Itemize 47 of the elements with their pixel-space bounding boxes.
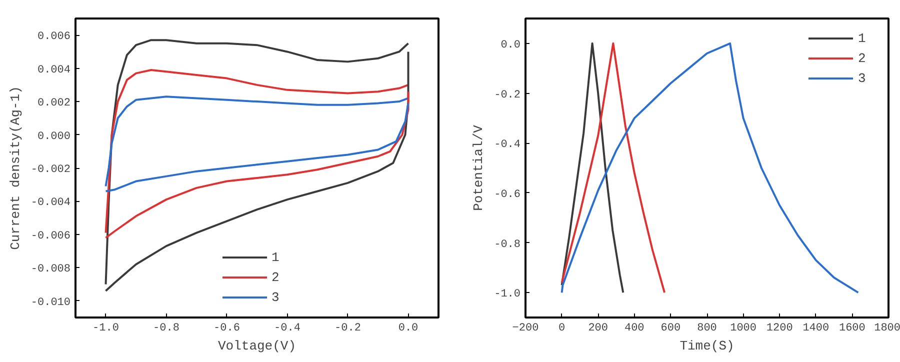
y-axis-title: Current density(Ag-1): [8, 86, 23, 250]
y-tick-label: 0.0: [500, 39, 521, 52]
x-tick-label: -0.8: [153, 322, 180, 334]
x-axis-title: Time(S): [680, 338, 734, 354]
x-tick-label: -0.4: [274, 322, 301, 334]
x-axis-title: Voltage(V): [218, 338, 296, 354]
x-tick-label: 200: [588, 322, 608, 334]
y-tick-label: -0.006: [30, 230, 71, 242]
x-tick-label: 600: [660, 322, 681, 334]
y-tick-label: -0.008: [30, 264, 71, 276]
line-series: [104, 90, 410, 239]
y-tick-label: -0.2: [494, 89, 520, 102]
legend-label: 2: [272, 270, 280, 284]
y-tick-label: 0.002: [37, 98, 71, 110]
x-tick-label: −200: [512, 322, 539, 334]
y-tick-label: -1.0: [494, 288, 520, 301]
y-tick-label: 0.006: [37, 31, 71, 44]
y-tick-label: -0.004: [30, 197, 71, 210]
x-tick-label: 400: [624, 322, 644, 334]
y-tick-label: -0.6: [494, 188, 520, 201]
x-tick-label: -0.2: [334, 322, 361, 334]
y-tick-label: 0.000: [37, 130, 71, 143]
x-tick-label: 0: [558, 322, 566, 334]
y-axis-title: Potential/V: [471, 124, 486, 211]
x-tick-label: 0.0: [398, 322, 418, 334]
line-series: [560, 42, 624, 294]
y-tick-label: -0.010: [30, 296, 71, 309]
x-tick-label: -1.0: [92, 322, 119, 334]
x-tick-label: -0.6: [214, 322, 240, 334]
line-series: [104, 68, 410, 234]
x-tick-label: 1400: [802, 322, 830, 334]
legend-label: 3: [858, 70, 867, 86]
x-tick-label: 1800: [874, 322, 900, 334]
y-tick-label: 0.004: [37, 64, 71, 76]
x-tick-label: 1000: [730, 322, 757, 334]
y-tick-label: -0.8: [494, 238, 520, 251]
line-series: [560, 42, 666, 294]
x-tick-label: 1200: [766, 322, 793, 334]
legend-label: 1: [858, 30, 867, 46]
legend-label: 2: [858, 50, 867, 66]
line-series: [560, 42, 860, 294]
y-tick-label: -0.002: [30, 164, 71, 176]
y-tick-label: -0.4: [494, 139, 521, 152]
x-tick-label: 800: [697, 322, 717, 334]
legend-label: 3: [272, 290, 280, 304]
x-tick-label: 1600: [839, 322, 866, 334]
legend-label: 1: [272, 250, 280, 264]
